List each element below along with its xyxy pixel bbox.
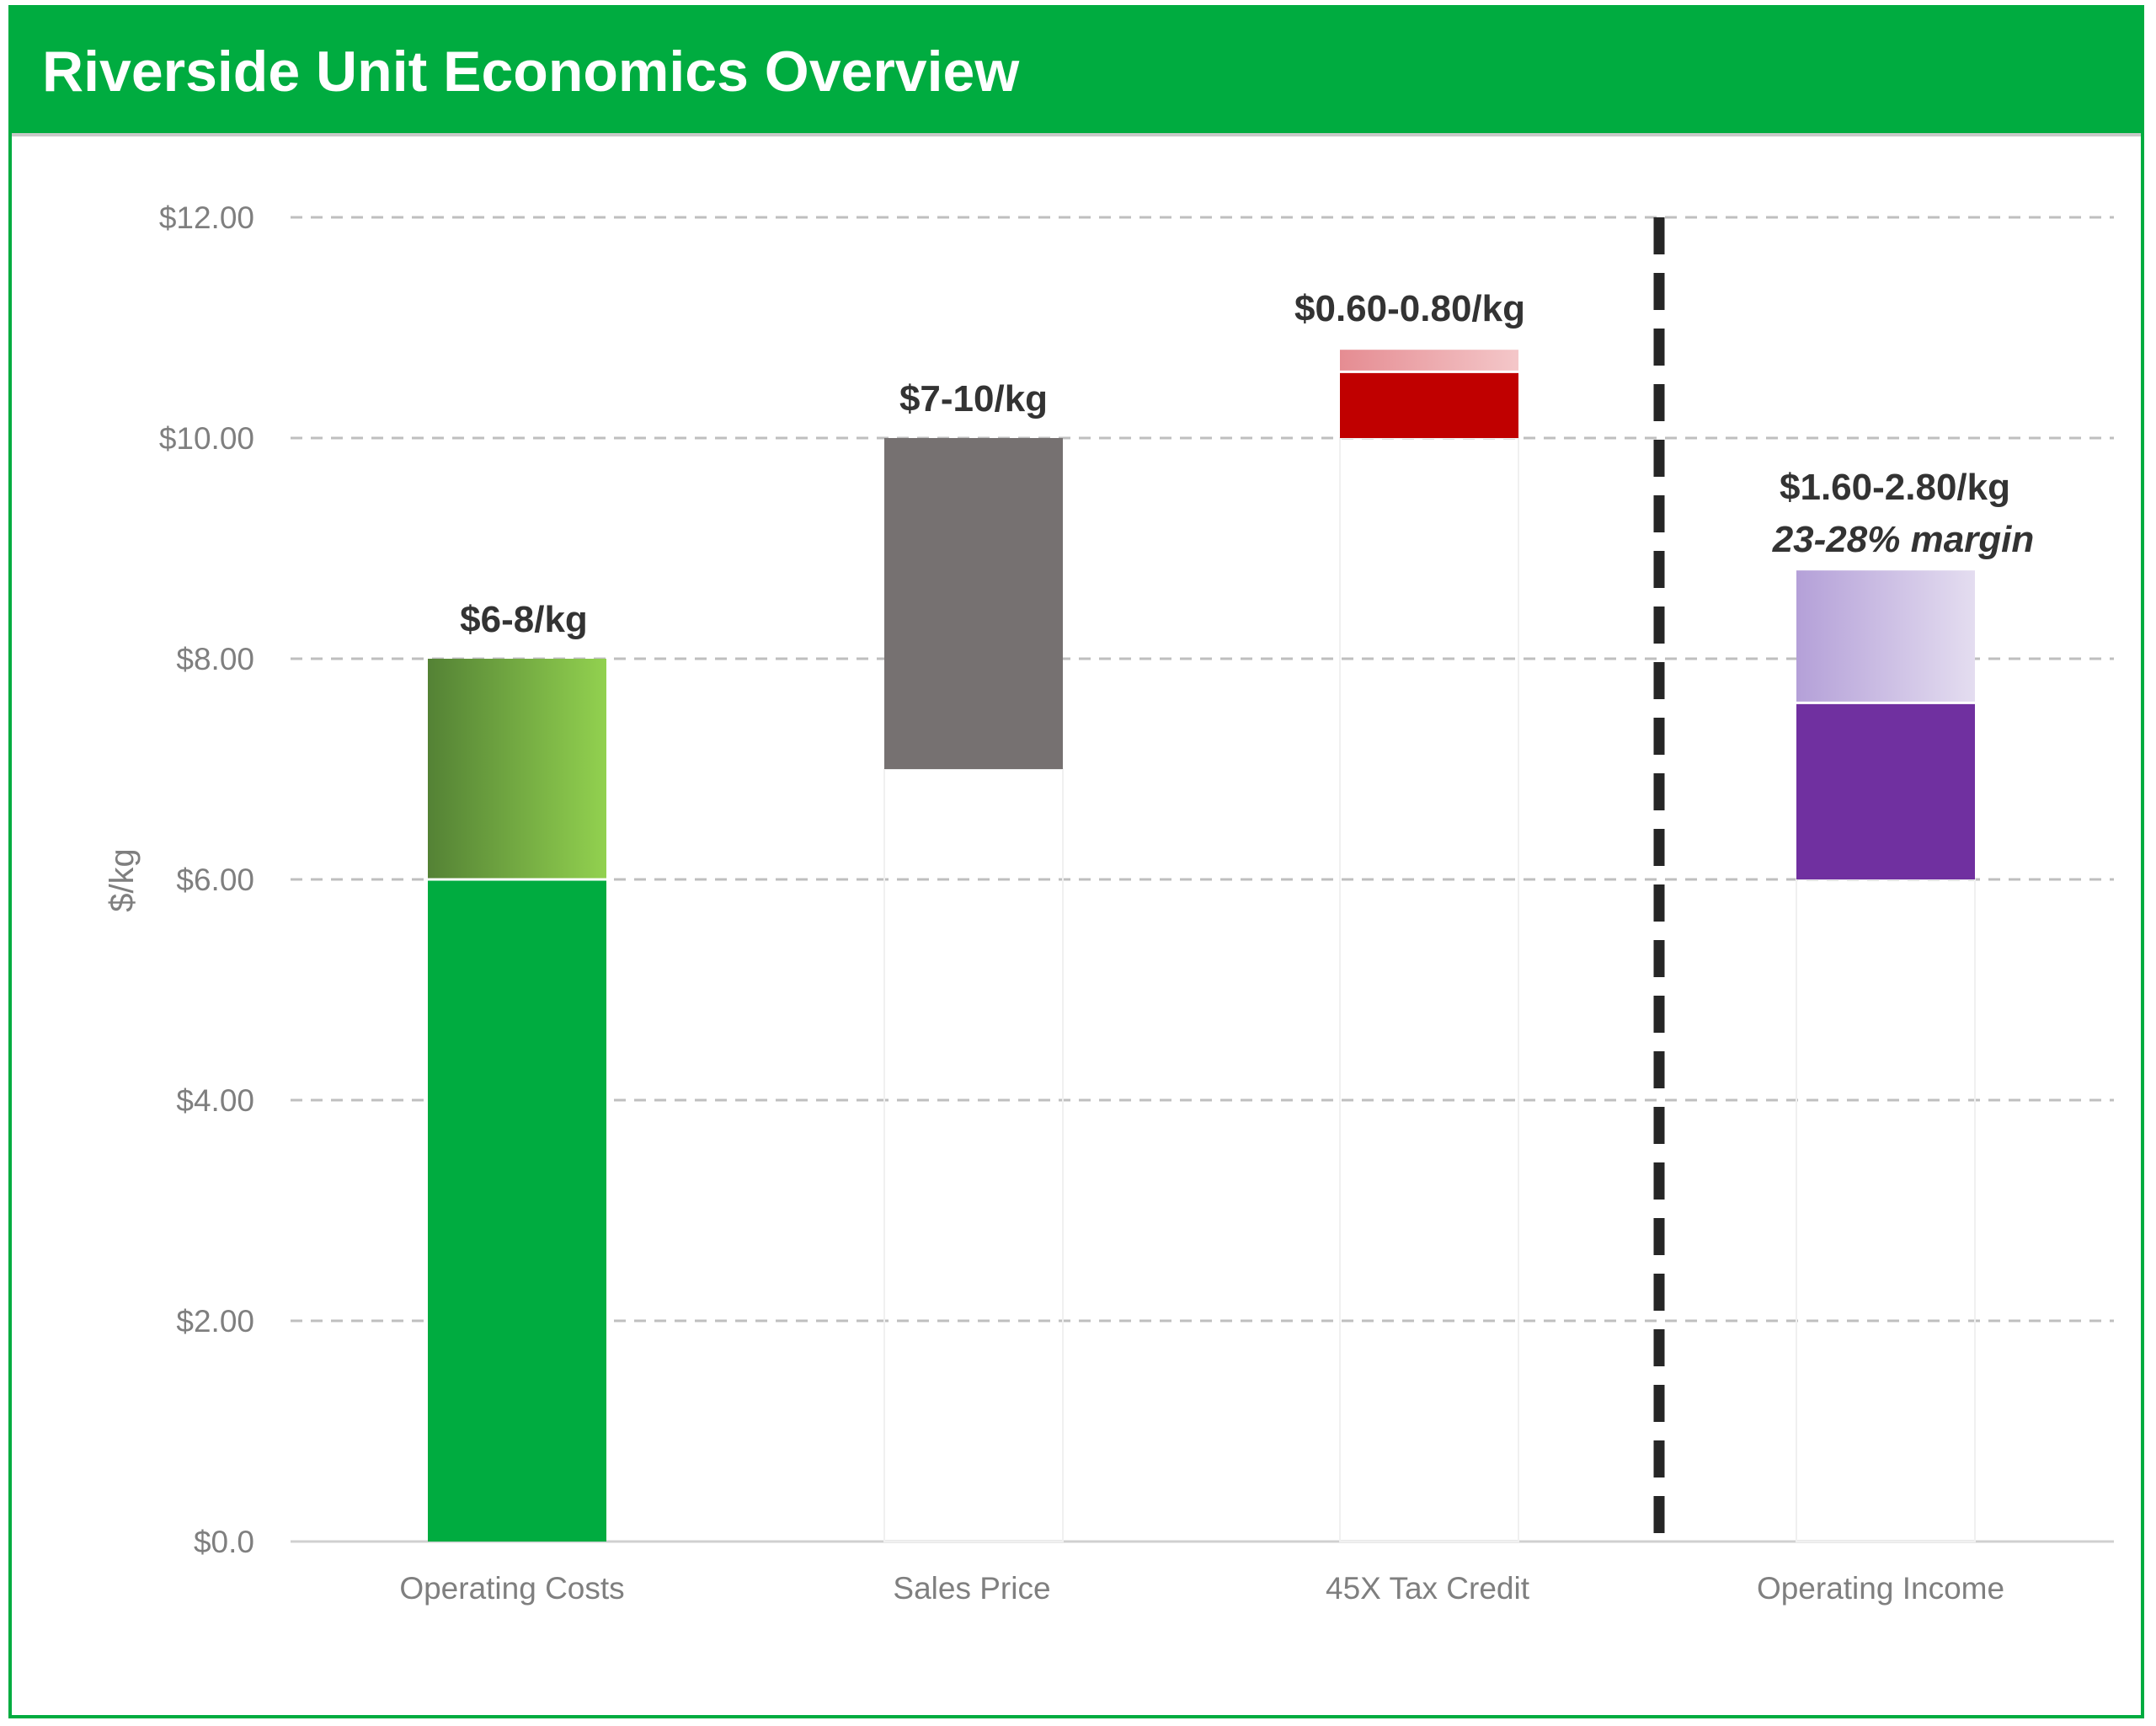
y-tick-label: $0.0	[194, 1525, 254, 1559]
data-label: $1.60-2.80/kg	[1780, 467, 2010, 508]
x-category-label: Sales Price	[893, 1571, 1050, 1606]
y-tick-label: $10.00	[159, 421, 254, 456]
bar-hidden-base	[883, 768, 1064, 1542]
y-tick-label: $2.00	[176, 1304, 254, 1339]
header-bar: Riverside Unit Economics Overview	[12, 8, 2141, 136]
bar-operating-costs-base	[428, 879, 606, 1542]
y-tick-label: $12.00	[159, 200, 254, 235]
bar-hidden-base	[1796, 879, 1976, 1542]
x-category-label: 45X Tax Credit	[1326, 1571, 1530, 1606]
y-tick-label: $6.00	[176, 863, 254, 897]
bar-operating-costs-range	[428, 659, 606, 879]
bars	[428, 217, 1976, 1542]
bar-tax-credit-base	[1340, 371, 1518, 438]
y-axis-title: $/kg	[104, 848, 141, 912]
data-label: $7-10/kg	[899, 378, 1048, 419]
chart-frame: Riverside Unit Economics Overview	[8, 5, 2144, 1718]
x-category-label: Operating Income	[1757, 1571, 2004, 1606]
x-category-label: Operating Costs	[399, 1571, 624, 1606]
y-tick-label: $4.00	[176, 1083, 254, 1118]
data-label: $0.60-0.80/kg	[1294, 288, 1525, 329]
y-axis-ticks: $0.0 $2.00 $4.00 $6.00 $8.00 $10.00 $12.00	[159, 200, 254, 1559]
data-sublabel: 23-28% margin	[1772, 519, 2035, 560]
bar-operating-income-base	[1796, 703, 1975, 879]
bar-tax-credit-range	[1340, 350, 1518, 372]
page-title: Riverside Unit Economics Overview	[42, 40, 1020, 104]
bar-hidden-base	[1339, 437, 1519, 1542]
bar-operating-income-range	[1796, 570, 1975, 703]
y-tick-label: $8.00	[176, 642, 254, 676]
x-axis-categories: Operating Costs Sales Price 45X Tax Credit…	[399, 1571, 2004, 1606]
data-labels: $6-8/kg $7-10/kg $0.60-0.80/kg $1.60-2.80/k…	[460, 288, 2034, 640]
bar-sales-price	[884, 438, 1063, 769]
data-label: $6-8/kg	[460, 599, 588, 640]
